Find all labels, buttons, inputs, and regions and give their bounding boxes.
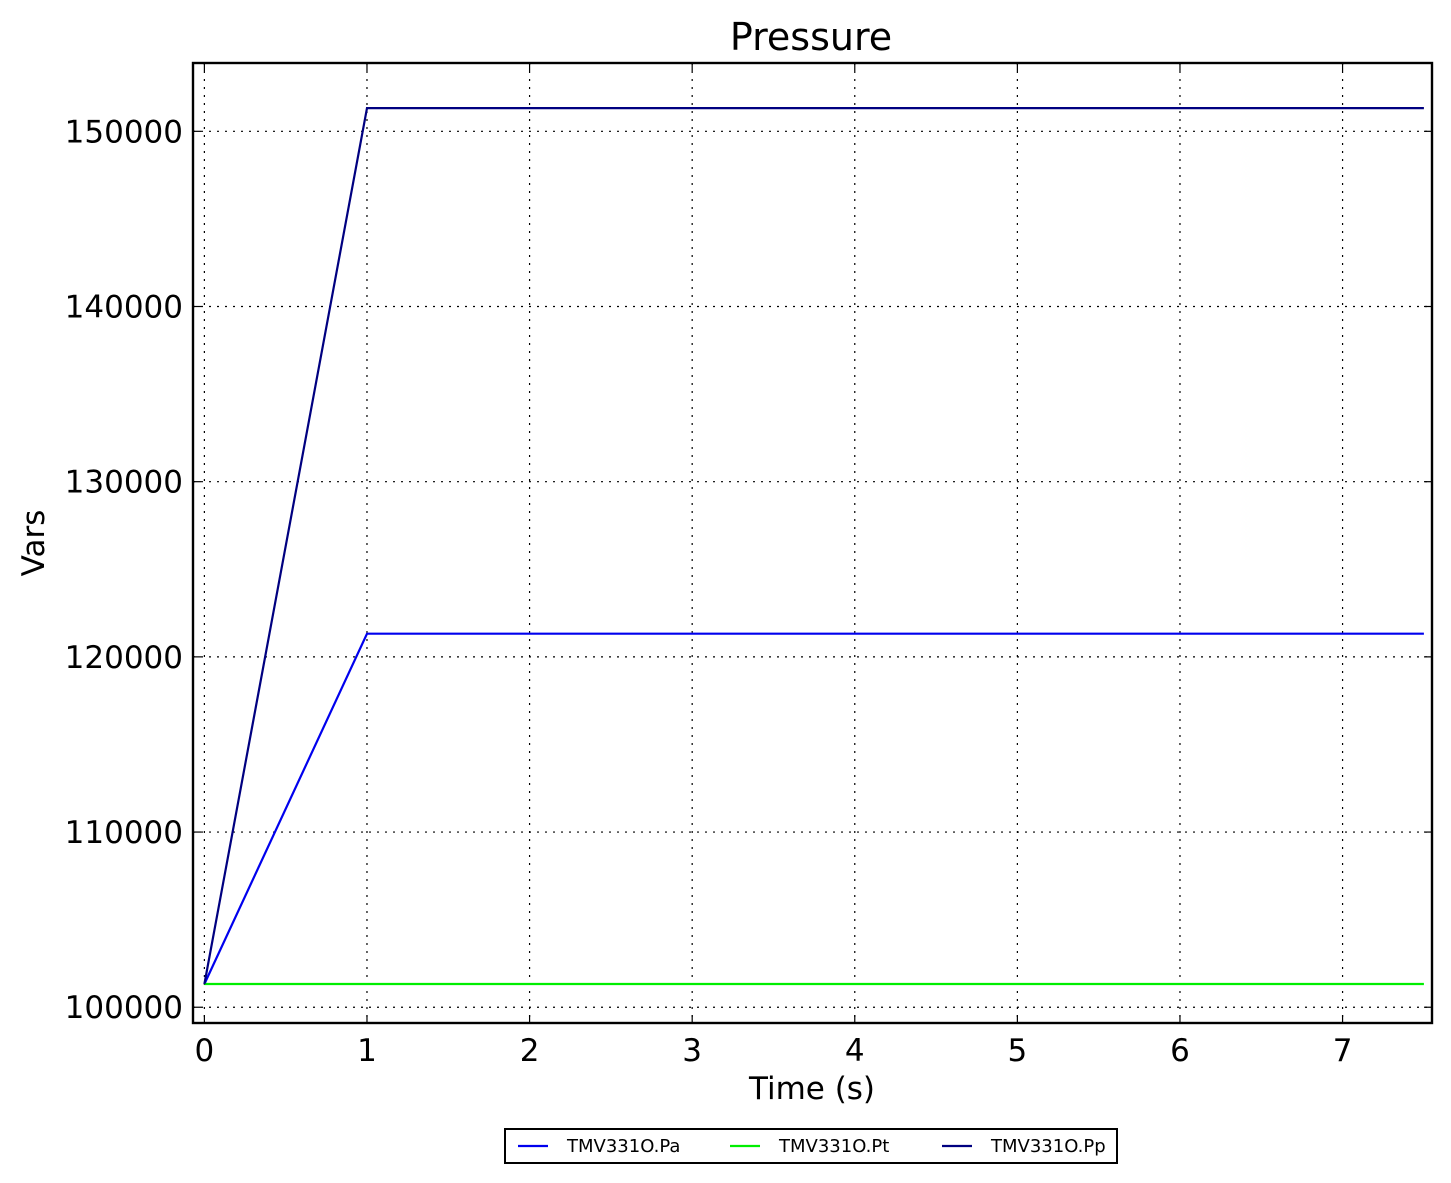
grid — [193, 63, 1432, 1023]
tick-labels: 0 1 2 3 4 5 6 7 100000 110000 120000 130000 140000 15… — [65, 114, 1353, 1069]
series-line-3 — [203, 106, 1424, 985]
x-tick-label: 0 — [195, 1033, 215, 1069]
y-tick-label: 100000 — [65, 990, 183, 1026]
y-tick-label: 120000 — [65, 640, 183, 676]
x-tick-label: 7 — [1333, 1033, 1353, 1069]
x-tick-label: 6 — [1170, 1033, 1190, 1069]
legend-label-1: TMV331O.Pa — [566, 1136, 680, 1157]
legend-label-3: TMV331O.Pp — [990, 1136, 1106, 1157]
y-tick-label: 130000 — [65, 465, 183, 501]
y-tick-label: 110000 — [65, 815, 183, 851]
chart-title: Pressure — [730, 15, 892, 59]
legend-items: TMV331O.Pa TMV331O.Pt TMV331O.Pp — [518, 1136, 1106, 1157]
legend: TMV331O.Pa TMV331O.Pt TMV331O.Pp — [504, 1128, 1118, 1164]
x-tick-label: 3 — [682, 1033, 702, 1069]
plot-frame — [191, 61, 1434, 1025]
y-axis-label: Vars — [16, 510, 52, 577]
ticks — [193, 63, 1432, 1023]
legend-frame — [504, 1128, 1118, 1164]
x-tick-label: 2 — [520, 1033, 540, 1069]
y-tick-label: 140000 — [65, 290, 183, 326]
data-series — [203, 106, 1424, 986]
x-tick-label: 1 — [357, 1033, 377, 1069]
y-tick-label: 150000 — [65, 114, 183, 150]
x-tick-label: 4 — [845, 1033, 865, 1069]
legend-label-2: TMV331O.Pt — [778, 1136, 889, 1157]
x-tick-label: 5 — [1008, 1033, 1028, 1069]
x-axis-label: Time (s) — [748, 1071, 875, 1107]
series-line-1 — [203, 632, 1424, 985]
